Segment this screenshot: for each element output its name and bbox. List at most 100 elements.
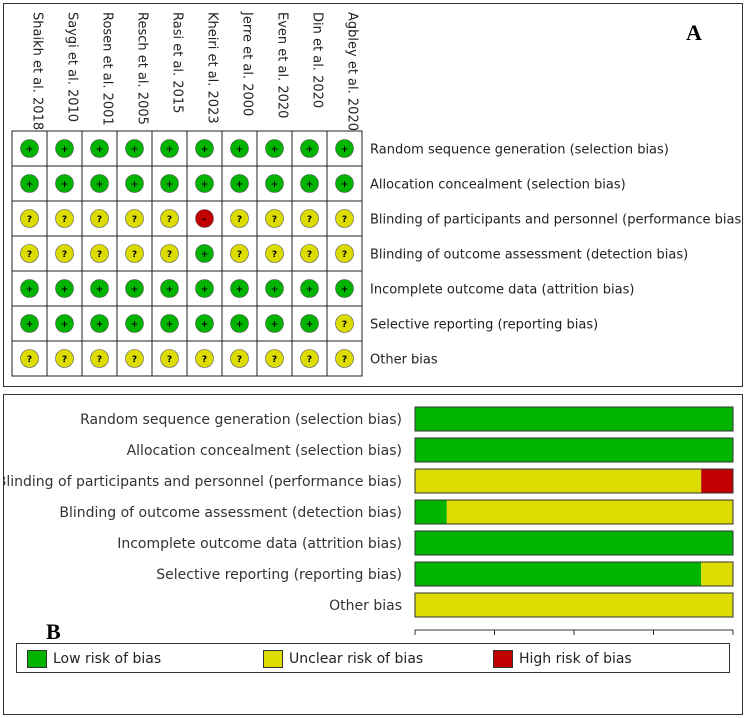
judgement-dot: [300, 209, 319, 228]
judgement-low: +: [125, 174, 144, 193]
domain-label: Blinding of participants and personnel (…: [370, 213, 742, 228]
judgement-low: +: [160, 279, 179, 298]
judgement-low: +: [55, 139, 74, 158]
risk-of-bias-graph-panel: Random sequence generation (selection bi…: [0, 394, 743, 715]
judgement-dot: [55, 139, 74, 158]
judgement-dot: [20, 314, 39, 333]
judgement-low: +: [230, 174, 249, 193]
judgement-dot: [195, 209, 214, 228]
judgement-symbol: +: [341, 285, 349, 295]
judgement-symbol: ?: [272, 215, 277, 225]
judgement-dot: [335, 279, 354, 298]
judgement-unclear: ?: [230, 209, 249, 228]
bar-segment: [415, 531, 733, 555]
judgement-symbol: +: [166, 145, 174, 155]
judgement-symbol: ?: [62, 250, 67, 260]
judgement-low: +: [300, 174, 319, 193]
judgement-low: +: [125, 279, 144, 298]
judgement-dot: [125, 244, 144, 263]
judgement-symbol: +: [166, 320, 174, 330]
study-label: Din et al. 2020: [310, 12, 325, 108]
judgement-symbol: ?: [27, 355, 32, 365]
judgement-low: +: [90, 139, 109, 158]
judgement-symbol: ?: [272, 355, 277, 365]
judgement-symbol: ?: [62, 215, 67, 225]
judgement-low: +: [55, 279, 74, 298]
judgement-symbol: +: [341, 180, 349, 190]
bar-segment: [446, 500, 733, 524]
bar-outline: [414, 468, 734, 494]
judgement-symbol: ?: [167, 250, 172, 260]
judgement-unclear: ?: [195, 349, 214, 368]
judgement-low: +: [300, 139, 319, 158]
judgement-dot: [230, 244, 249, 263]
judgement-unclear: ?: [335, 349, 354, 368]
judgement-symbol: +: [236, 285, 244, 295]
judgement-low: +: [265, 314, 284, 333]
judgement-low: +: [230, 139, 249, 158]
judgement-low: +: [335, 279, 354, 298]
judgement-low: +: [335, 174, 354, 193]
domain-label: Blinding of outcome assessment (detectio…: [370, 248, 688, 263]
judgement-dot: [160, 139, 179, 158]
judgement-unclear: ?: [55, 244, 74, 263]
judgement-symbol: +: [271, 145, 279, 155]
judgement-dot: [300, 279, 319, 298]
judgement-symbol: ?: [307, 215, 312, 225]
domain-label: Other bias: [370, 353, 438, 368]
judgement-dot: [335, 174, 354, 193]
bar-segment: [415, 407, 733, 431]
judgement-symbol: ?: [307, 250, 312, 260]
judgement-dot: [300, 314, 319, 333]
bar-segment: [415, 500, 447, 524]
judgement-dot: [230, 139, 249, 158]
judgement-symbol: ?: [167, 355, 172, 365]
judgement-symbol: ?: [167, 215, 172, 225]
judgement-low: +: [300, 279, 319, 298]
judgement-dot: [335, 209, 354, 228]
judgement-low: +: [160, 139, 179, 158]
judgement-dot: [160, 244, 179, 263]
judgement-symbol: ?: [62, 355, 67, 365]
judgement-dot: [55, 244, 74, 263]
legend-item-unclear: Unclear risk of bias: [263, 649, 423, 669]
judgement-dot: [335, 139, 354, 158]
judgement-dot: [230, 349, 249, 368]
legend-item-low: Low risk of bias: [27, 649, 161, 669]
judgement-symbol: +: [26, 285, 34, 295]
bar-segment: [415, 593, 733, 617]
judgement-low: +: [265, 279, 284, 298]
study-label: Saygi et al. 2010: [65, 12, 80, 122]
judgement-dot: [90, 209, 109, 228]
judgement-dot: [20, 349, 39, 368]
judgement-symbol: ?: [27, 250, 32, 260]
judgement-dot: [125, 139, 144, 158]
judgement-symbol: ?: [342, 320, 347, 330]
judgement-dot: [125, 279, 144, 298]
bar-outline: [414, 592, 734, 618]
judgement-symbol: +: [166, 285, 174, 295]
legend-swatch-unclear: [263, 650, 283, 668]
legend-item-high: High risk of bias: [493, 649, 632, 669]
judgement-dot: [300, 349, 319, 368]
judgement-symbol: +: [26, 320, 34, 330]
study-label: Agbley et al. 2020: [345, 12, 360, 131]
judgement-dot: [90, 314, 109, 333]
judgement-unclear: ?: [265, 244, 284, 263]
bar-outline: [414, 406, 734, 432]
judgement-dot: [125, 174, 144, 193]
judgement-symbol: ?: [237, 250, 242, 260]
judgement-dot: [125, 314, 144, 333]
judgement-symbol: ?: [342, 215, 347, 225]
category-label: Other bias: [329, 598, 402, 614]
judgement-symbol: +: [166, 180, 174, 190]
judgement-dot: [265, 314, 284, 333]
domain-label: Selective reporting (reporting bias): [370, 318, 598, 333]
study-label: Resch et al. 2005: [135, 12, 150, 125]
judgement-low: +: [125, 139, 144, 158]
judgement-symbol: +: [61, 145, 69, 155]
judgement-symbol: +: [306, 145, 314, 155]
judgement-unclear: ?: [90, 244, 109, 263]
judgement-symbol: +: [96, 285, 104, 295]
judgement-unclear: ?: [230, 244, 249, 263]
